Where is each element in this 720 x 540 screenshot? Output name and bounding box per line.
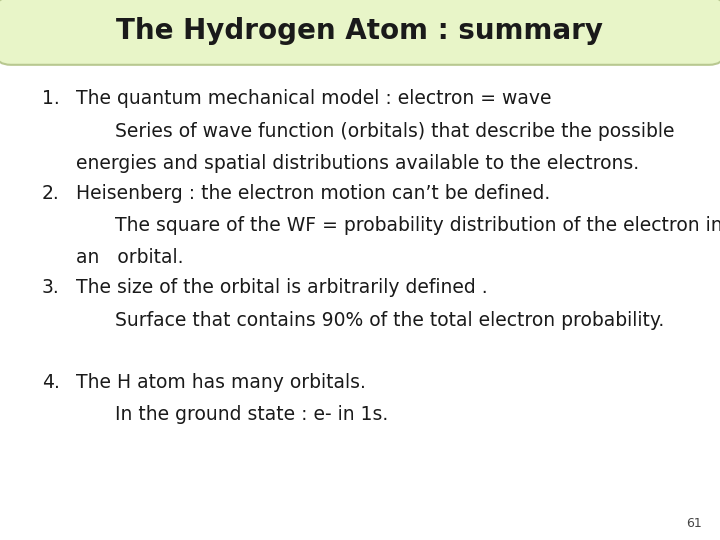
Text: 61: 61 <box>686 517 702 530</box>
Text: 3.: 3. <box>42 278 60 297</box>
Text: The size of the orbital is arbitrarily defined .: The size of the orbital is arbitrarily d… <box>76 278 487 297</box>
Text: 1.: 1. <box>42 89 60 108</box>
Text: 4.: 4. <box>42 373 60 392</box>
Text: The Hydrogen Atom : summary: The Hydrogen Atom : summary <box>117 17 603 45</box>
Text: Surface that contains 90% of the total electron probability.: Surface that contains 90% of the total e… <box>115 310 665 329</box>
Text: The quantum mechanical model : electron = wave: The quantum mechanical model : electron … <box>76 89 551 108</box>
Text: Series of wave function (orbitals) that describe the possible: Series of wave function (orbitals) that … <box>115 122 675 140</box>
Text: In the ground state : e- in 1s.: In the ground state : e- in 1s. <box>115 405 389 424</box>
Text: an   orbital.: an orbital. <box>76 248 183 267</box>
Text: Heisenberg : the electron motion can’t be defined.: Heisenberg : the electron motion can’t b… <box>76 184 550 202</box>
Text: The square of the WF = probability distribution of the electron in: The square of the WF = probability distr… <box>115 216 720 235</box>
Text: energies and spatial distributions available to the electrons.: energies and spatial distributions avail… <box>76 154 639 173</box>
FancyBboxPatch shape <box>0 0 720 65</box>
Text: 2.: 2. <box>42 184 60 202</box>
Text: The H atom has many orbitals.: The H atom has many orbitals. <box>76 373 366 392</box>
